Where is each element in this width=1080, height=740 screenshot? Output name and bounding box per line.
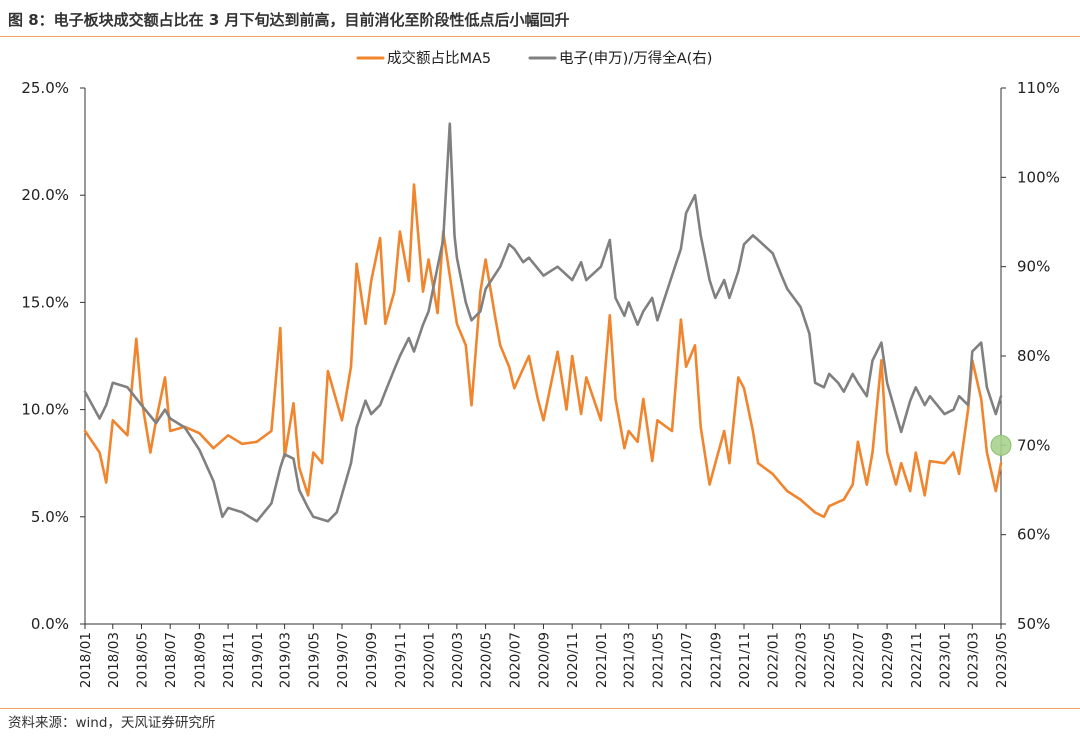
chart-axes: 0.0% 5.0% 10.0% 15.0% 20.0% 25.0% 50% 60% 70% 80%… (21, 79, 1060, 688)
series-line-ratio (83, 122, 1003, 523)
x-tick-label: 2022/07 (851, 632, 867, 688)
x-tick-label: 2018/11 (221, 632, 237, 688)
right-tick-label: 110% (1017, 79, 1060, 97)
x-tick-label: 2021/01 (594, 632, 610, 688)
highlight-marker (990, 434, 1012, 456)
x-tick-label: 2020/07 (507, 632, 523, 688)
left-tick-label: 0.0% (31, 615, 69, 633)
x-tick-label: 2020/03 (450, 632, 466, 688)
x-tick-label: 2021/09 (708, 632, 724, 688)
x-tick-label: 2019/05 (306, 632, 322, 688)
x-tick-label: 2019/01 (250, 632, 266, 688)
x-tick-label: 2022/03 (793, 632, 809, 688)
x-tick-label: 2021/05 (650, 632, 666, 688)
chart-legend: 成交额占比MA5 电子(申万)/万得全A(右) (356, 49, 712, 67)
x-tick-label: 2022/09 (880, 632, 896, 688)
footer-divider (0, 708, 1080, 709)
x-tick-label: 2020/01 (422, 632, 438, 688)
page-title: 图 8：电子板块成交额占比在 3 月下旬达到前高，目前消化至阶段性低点后小幅回升 (8, 11, 570, 29)
right-tick-label: 50% (1017, 615, 1050, 633)
x-tick-label: 2023/01 (938, 632, 954, 688)
x-tick-label: 2020/11 (565, 632, 581, 688)
right-tick-label: 80% (1017, 347, 1050, 365)
x-tick-label: 2022/11 (909, 632, 925, 688)
x-tick-label: 2021/11 (737, 632, 753, 688)
series-line-share (83, 183, 1003, 519)
x-tick-label: 2019/07 (335, 632, 351, 688)
title-divider (0, 36, 1080, 37)
x-tick-label: 2023/05 (994, 632, 1010, 688)
chart-series (83, 122, 1012, 523)
x-tick-label: 2023/03 (965, 632, 981, 688)
x-tick-label: 2019/09 (364, 632, 380, 688)
x-tick-label: 2020/05 (479, 632, 495, 688)
right-tick-label: 60% (1017, 526, 1050, 544)
x-tick-label: 2022/01 (766, 632, 782, 688)
x-tick-label: 2020/09 (536, 632, 552, 688)
right-tick-label: 90% (1017, 258, 1050, 276)
line-chart: 成交额占比MA5 电子(申万)/万得全A(右) 0.0% 5.0% 10.0% 15.… (21, 49, 1060, 688)
legend-label-share: 成交额占比MA5 (387, 49, 491, 67)
right-tick-label: 70% (1017, 436, 1050, 454)
x-tick-label: 2018/07 (163, 632, 179, 688)
x-tick-label: 2019/03 (278, 632, 294, 688)
left-tick-label: 10.0% (21, 401, 69, 419)
left-tick-label: 20.0% (21, 186, 69, 204)
legend-label-ratio: 电子(申万)/万得全A(右) (559, 49, 712, 67)
left-tick-label: 5.0% (31, 508, 69, 526)
right-tick-label: 100% (1017, 168, 1060, 186)
x-tick-label: 2019/11 (393, 632, 409, 688)
x-tick-label: 2018/05 (134, 632, 150, 688)
x-tick-label: 2021/07 (679, 632, 695, 688)
left-tick-label: 25.0% (21, 79, 69, 97)
x-tick-label: 2021/03 (622, 632, 638, 688)
x-tick-label: 2018/09 (192, 632, 208, 688)
source-note: 资料来源：wind，天风证券研究所 (8, 715, 216, 731)
x-tick-label: 2018/03 (106, 632, 122, 688)
x-tick-label: 2022/05 (822, 632, 838, 688)
x-tick-label: 2018/01 (78, 632, 94, 688)
left-tick-label: 15.0% (21, 293, 69, 311)
